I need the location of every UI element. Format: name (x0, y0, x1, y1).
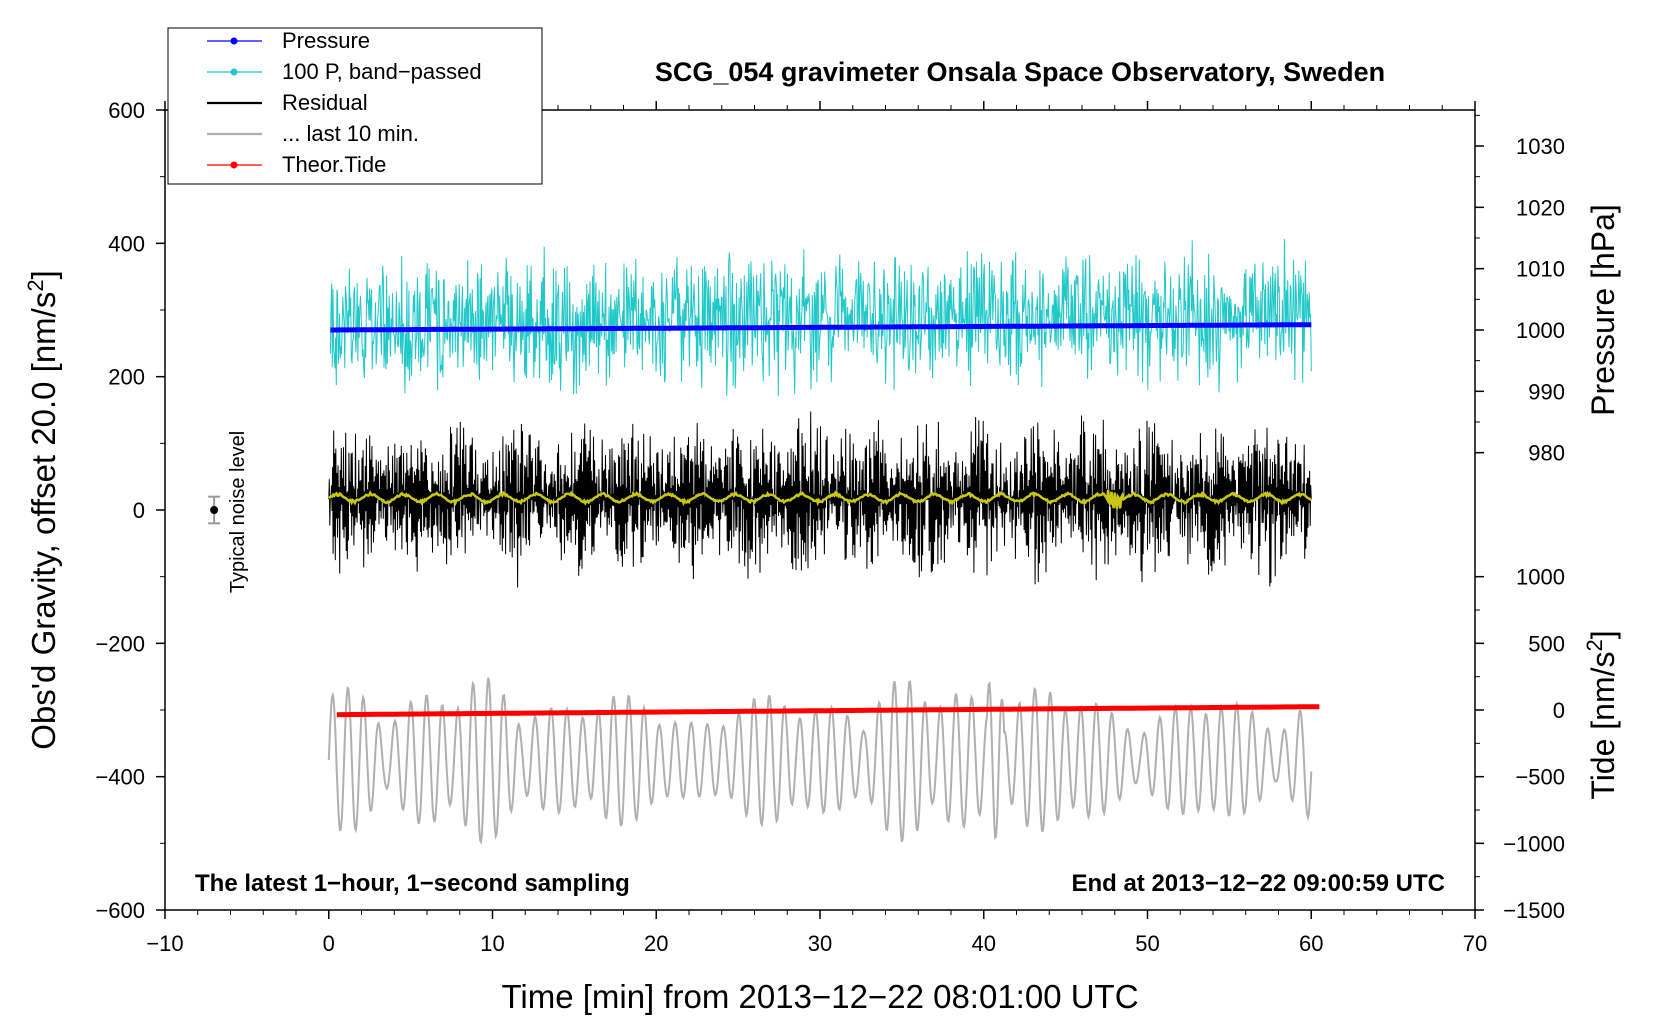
y-tick-label: 0 (133, 498, 145, 523)
legend-label: Residual (282, 90, 368, 115)
noise-level-marker (208, 495, 221, 525)
pressure-tick-label: 990 (1528, 379, 1565, 404)
legend-marker (230, 161, 238, 169)
pressure-tick-label: 1030 (1516, 134, 1565, 159)
y-axis-label-tide-close: ] (1585, 630, 1621, 639)
legend-label: ... last 10 min. (282, 121, 419, 146)
y-tick-label: −600 (95, 898, 145, 923)
pressure-tick-label: 1020 (1516, 195, 1565, 220)
pressure-tick-label: 980 (1528, 441, 1565, 466)
legend-marker (230, 37, 238, 45)
y-axis-label-gravity: Obs'd Gravity, offset 20.0 [nm/s2] (23, 270, 62, 750)
annotation-end-time: End at 2013−12−22 09:00:59 UTC (1071, 870, 1445, 897)
y-tick-label: −200 (95, 631, 145, 656)
x-tick-label: 60 (1299, 931, 1323, 956)
tide-tick-label: −500 (1515, 765, 1565, 790)
y-tick-label: 600 (108, 98, 145, 123)
legend: Pressure 100 P, band−passed Residual ... la… (167, 27, 543, 185)
tide-tick-label: −1500 (1503, 898, 1565, 923)
y-axis-label-tide: Tide [nm/s2] (1582, 630, 1621, 799)
y-axis-label-gravity-sup: 2 (23, 279, 48, 291)
series-pressure-line (330, 322, 1312, 333)
axes-layer: −10 0 10 20 30 40 50 60 70−600−400−2000200400600… (95, 98, 1565, 956)
y-axis-label-pressure: Pressure [hPa] (1585, 204, 1621, 416)
x-tick-label: 0 (323, 931, 335, 956)
x-tick-label: −10 (146, 931, 183, 956)
x-tick-label: 30 (808, 931, 832, 956)
chart-title: SCG_054 gravimeter Onsala Space Observat… (655, 57, 1385, 87)
y-axis-label-tide-sup: 2 (1582, 639, 1607, 651)
series-band-passed-pressure-line (329, 239, 1312, 397)
x-tick-label: 70 (1463, 931, 1487, 956)
tide-tick-label: 0 (1553, 698, 1565, 723)
legend-box (167, 27, 543, 185)
noise-point (210, 506, 219, 514)
y-tick-label: 400 (108, 231, 145, 256)
y-axis-label-tide-text: Tide [nm/s (1585, 651, 1621, 799)
tide-tick-label: 1000 (1516, 565, 1565, 590)
legend-label: 100 P, band−passed (282, 59, 482, 84)
x-axis-label: Time [min] from 2013−12−22 08:01:00 UTC (501, 978, 1138, 1015)
series-residual-line (328, 411, 1312, 588)
legend-marker (230, 68, 238, 76)
pressure-tick-label: 1000 (1516, 318, 1565, 343)
tide-tick-label: −1000 (1503, 831, 1565, 856)
pressure-tick-label: 1010 (1516, 257, 1565, 282)
y-tick-label: 200 (108, 365, 145, 390)
series-residual-smoothed-line (328, 489, 1313, 509)
tide-tick-label: 500 (1528, 631, 1565, 656)
y-axis-label-gravity-text: Obs'd Gravity, offset 20.0 [nm/s (25, 292, 62, 750)
series-layer (327, 239, 1320, 845)
x-tick-label: 10 (480, 931, 504, 956)
x-tick-label: 50 (1135, 931, 1159, 956)
y-tick-label: −400 (95, 765, 145, 790)
legend-label: Theor.Tide (282, 152, 386, 177)
series-last-10-min-line (327, 677, 1313, 845)
series-theor-tide-line (336, 704, 1320, 718)
annotation-sampling: The latest 1−hour, 1−second sampling (195, 870, 630, 897)
x-tick-label: 20 (644, 931, 668, 956)
legend-label: Pressure (282, 28, 370, 53)
x-tick-label: 40 (972, 931, 996, 956)
noise-level-label: Typical noise level (227, 431, 249, 593)
y-axis-label-gravity-close: ] (25, 270, 62, 279)
